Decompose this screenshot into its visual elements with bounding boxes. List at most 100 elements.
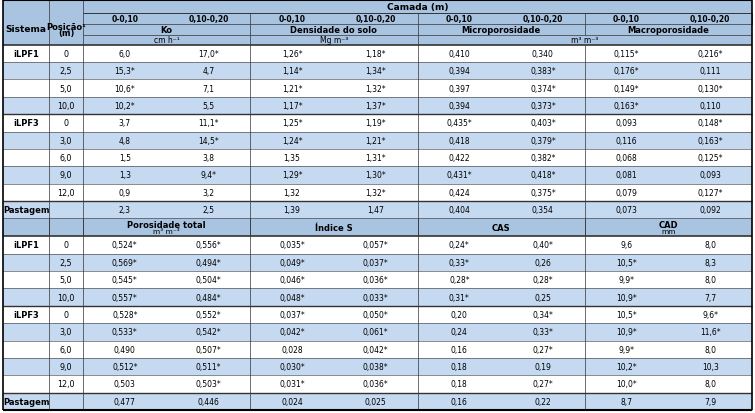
Text: 0,435*: 0,435* xyxy=(446,119,472,128)
Text: 0,037*: 0,037* xyxy=(279,310,305,319)
Text: 1,21*: 1,21* xyxy=(282,84,302,93)
Text: Camada (m): Camada (m) xyxy=(387,3,448,12)
Text: 0,446: 0,446 xyxy=(198,397,220,406)
Text: 0,545*: 0,545* xyxy=(112,275,137,285)
Text: 9,6: 9,6 xyxy=(621,241,633,250)
Text: 0,042*: 0,042* xyxy=(279,328,305,337)
Text: CAS: CAS xyxy=(492,223,510,232)
Text: 0,503*: 0,503* xyxy=(196,380,221,389)
Text: 0,494*: 0,494* xyxy=(196,258,221,267)
Text: 0,533*: 0,533* xyxy=(112,328,137,337)
Bar xyxy=(3,202,752,219)
Text: 0,397: 0,397 xyxy=(448,84,470,93)
Text: 0,528*: 0,528* xyxy=(112,310,137,319)
Text: 0,507*: 0,507* xyxy=(196,345,221,354)
Text: 0,22: 0,22 xyxy=(535,397,551,406)
Text: 1,37*: 1,37* xyxy=(365,102,386,111)
Text: 5,5: 5,5 xyxy=(202,102,214,111)
Text: 0,490: 0,490 xyxy=(114,345,136,354)
Text: 0,424: 0,424 xyxy=(448,188,470,197)
Text: 0,033*: 0,033* xyxy=(363,293,389,302)
Text: 0,20: 0,20 xyxy=(451,310,468,319)
Text: 1,3: 1,3 xyxy=(119,171,131,180)
Text: m³ m⁻³: m³ m⁻³ xyxy=(571,36,599,45)
Text: 10,9*: 10,9* xyxy=(616,328,637,337)
Text: 0,10-0,20: 0,10-0,20 xyxy=(522,15,563,24)
Text: 0,10-0,20: 0,10-0,20 xyxy=(690,15,730,24)
Text: 8,0: 8,0 xyxy=(704,345,716,354)
Text: 0,394: 0,394 xyxy=(448,67,470,76)
Text: 0,28*: 0,28* xyxy=(532,275,553,285)
Text: 1,5: 1,5 xyxy=(119,154,131,163)
Bar xyxy=(3,341,752,358)
Text: 0,176*: 0,176* xyxy=(614,67,639,76)
Text: 0,375*: 0,375* xyxy=(530,188,556,197)
Text: 0,073: 0,073 xyxy=(615,206,637,215)
Text: 1,47: 1,47 xyxy=(367,206,384,215)
Bar xyxy=(3,80,752,97)
Text: 0,18: 0,18 xyxy=(451,380,467,389)
Text: 1,32*: 1,32* xyxy=(365,188,386,197)
Text: 0,037*: 0,037* xyxy=(363,258,389,267)
Text: Microporosidade: Microporosidade xyxy=(461,26,541,35)
Text: 0,10-0,20: 0,10-0,20 xyxy=(188,15,229,24)
Text: 0,503: 0,503 xyxy=(114,380,136,389)
Text: iLPF3: iLPF3 xyxy=(13,310,39,319)
Text: 0,030*: 0,030* xyxy=(279,362,305,371)
Text: 0,16: 0,16 xyxy=(451,397,468,406)
Text: 9,4*: 9,4* xyxy=(200,171,217,180)
Text: 12,0: 12,0 xyxy=(57,188,75,197)
Bar xyxy=(3,115,752,132)
Bar xyxy=(3,36,752,45)
Text: Densidade do solo: Densidade do solo xyxy=(291,26,378,35)
Text: 0,148*: 0,148* xyxy=(698,119,723,128)
Text: 0,16: 0,16 xyxy=(451,345,468,354)
Text: 3,8: 3,8 xyxy=(202,154,214,163)
Bar xyxy=(3,132,752,150)
Text: 0,093: 0,093 xyxy=(699,171,721,180)
Bar xyxy=(3,254,752,271)
Text: 0,569*: 0,569* xyxy=(112,258,137,267)
Text: 1,21*: 1,21* xyxy=(365,136,386,145)
Text: 0: 0 xyxy=(63,310,69,319)
Text: iLPF3: iLPF3 xyxy=(13,119,39,128)
Text: 0,035*: 0,035* xyxy=(279,241,305,250)
Text: cm h⁻¹: cm h⁻¹ xyxy=(154,36,180,45)
Text: 0,373*: 0,373* xyxy=(530,102,556,111)
Text: 0,33*: 0,33* xyxy=(532,328,553,337)
Text: CAD: CAD xyxy=(658,220,678,229)
Text: Mg m⁻³: Mg m⁻³ xyxy=(319,36,348,45)
Text: 0,484*: 0,484* xyxy=(196,293,221,302)
Text: 0,149*: 0,149* xyxy=(614,84,639,93)
Text: 0-0,10: 0-0,10 xyxy=(111,15,138,24)
Text: 0,163*: 0,163* xyxy=(698,136,723,145)
Text: 0,403*: 0,403* xyxy=(530,119,556,128)
Text: 0,27*: 0,27* xyxy=(532,345,553,354)
Text: 1,26*: 1,26* xyxy=(282,50,302,59)
Text: Pastagem: Pastagem xyxy=(3,206,49,215)
Text: 9,9*: 9,9* xyxy=(618,275,634,285)
Bar xyxy=(3,219,752,237)
Text: 0,24: 0,24 xyxy=(451,328,468,337)
Text: 0: 0 xyxy=(63,50,69,59)
Text: 0,31*: 0,31* xyxy=(449,293,470,302)
Text: 0,127*: 0,127* xyxy=(698,188,723,197)
Text: 0,379*: 0,379* xyxy=(530,136,556,145)
Text: 17,0*: 17,0* xyxy=(198,50,219,59)
Text: 0,079: 0,079 xyxy=(615,188,637,197)
Text: 2,5: 2,5 xyxy=(60,67,72,76)
Text: Posição¹: Posição¹ xyxy=(46,23,86,32)
Text: 0,552*: 0,552* xyxy=(196,310,221,319)
Text: 0,33*: 0,33* xyxy=(449,258,470,267)
Bar xyxy=(3,271,752,289)
Text: Macroporosidade: Macroporosidade xyxy=(627,26,709,35)
Text: 0,110: 0,110 xyxy=(699,102,721,111)
Text: 1,17*: 1,17* xyxy=(282,102,302,111)
Text: 0,28*: 0,28* xyxy=(449,275,470,285)
Text: 2,5: 2,5 xyxy=(202,206,214,215)
Bar xyxy=(3,184,752,202)
Text: 0,10-0,20: 0,10-0,20 xyxy=(356,15,396,24)
Bar xyxy=(3,375,752,393)
Text: 0-0,10: 0-0,10 xyxy=(613,15,640,24)
Text: 1,14*: 1,14* xyxy=(282,67,302,76)
